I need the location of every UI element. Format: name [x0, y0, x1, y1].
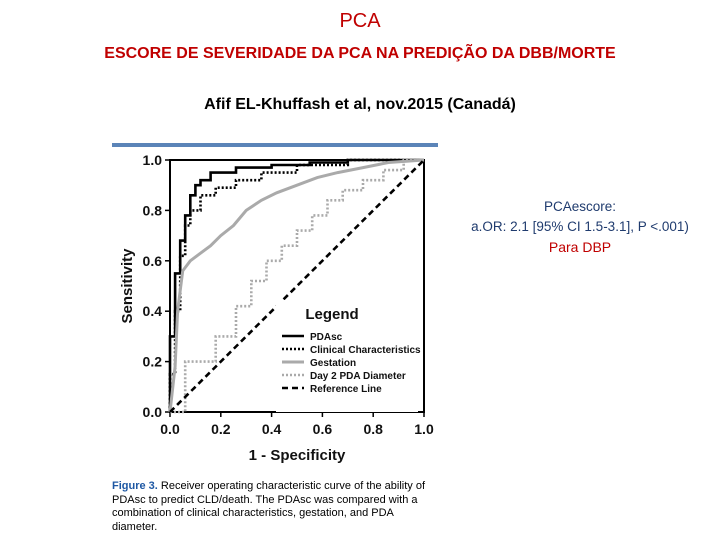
result-note: PCAescore: a.OR: 2.1 [95% CI 1.5-3.1], P…	[440, 197, 720, 257]
note-line-2: a.OR: 2.1 [95% CI 1.5-3.1], P <.001)	[471, 219, 689, 234]
figure-caption-text: Receiver operating characteristic curve …	[112, 480, 426, 533]
legend-entry: Clinical Characteristics	[310, 345, 421, 356]
y-tick-label: 0.0	[143, 404, 163, 420]
y-tick-label: 0.6	[143, 253, 163, 269]
note-line-1: PCAescore:	[543, 199, 617, 214]
y-tick-label: 0.2	[143, 354, 163, 370]
legend-title: Legend	[305, 306, 358, 323]
x-tick-label: 0.0	[160, 421, 180, 437]
y-tick-label: 0.8	[143, 202, 163, 218]
x-tick-label: 1.0	[414, 421, 434, 437]
roc-figure: 0.0 0.2 0.4 0.6 0.8 1.0 0.0 0.2 0.4 0.6 0.8 1.0 1 - …	[108, 148, 442, 540]
y-tick-label: 1.0	[143, 152, 163, 168]
figure-caption: Figure 3. Receiver operating characteris…	[112, 480, 434, 534]
legend-entry: Gestation	[310, 358, 356, 369]
x-axis-label: 1 - Specificity	[249, 447, 346, 464]
note-line-3: Para DBP	[548, 239, 612, 255]
legend-box	[276, 300, 418, 412]
figure-top-bar	[112, 143, 438, 147]
slide-title: PCA	[339, 10, 381, 32]
x-tick-label: 0.4	[262, 421, 282, 437]
slide-subtitle: ESCORE DE SEVERIDADE DA PCA NA PREDIÇÃO …	[104, 45, 616, 62]
x-tick-label: 0.2	[211, 421, 231, 437]
legend-entry: PDAsc	[310, 332, 343, 343]
roc-chart: 0.0 0.2 0.4 0.6 0.8 1.0 0.0 0.2 0.4 0.6 0.8 1.0 1 - …	[119, 152, 434, 464]
figure-caption-label: Figure 3.	[112, 480, 158, 492]
slide-reference: Afif EL-Khuffash et al, nov.2015 (Canadá…	[204, 96, 516, 113]
y-tick-label: 0.4	[143, 303, 163, 319]
y-axis-label: Sensitivity	[119, 248, 136, 324]
series-day-2-pda-diameter	[170, 158, 424, 414]
x-tick-label: 0.6	[313, 421, 333, 437]
legend-entry: Day 2 PDA Diameter	[310, 371, 406, 382]
series-gestation	[168, 158, 425, 413]
x-tick-label: 0.8	[363, 421, 383, 437]
legend-entry: Reference Line	[310, 384, 382, 395]
